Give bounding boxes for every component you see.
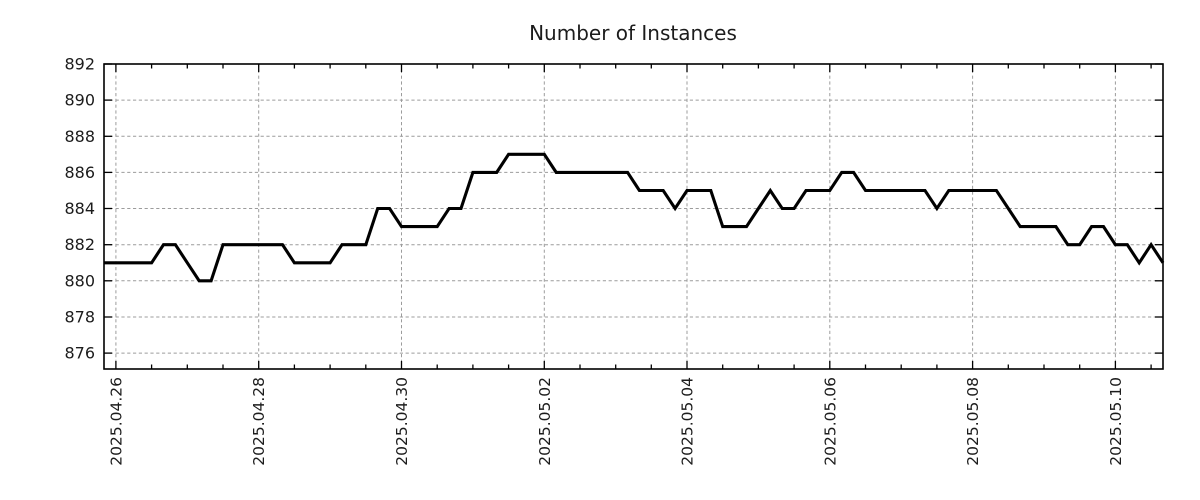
x-tick-label: 2025.04.30 bbox=[393, 377, 411, 466]
y-tick-label: 890 bbox=[64, 91, 95, 110]
y-tick-label: 886 bbox=[64, 163, 95, 182]
y-tick-label: 880 bbox=[64, 271, 95, 290]
x-tick-label: 2025.05.02 bbox=[536, 377, 554, 466]
y-tick-label: 882 bbox=[64, 235, 95, 254]
y-tick-label: 892 bbox=[64, 55, 95, 74]
plot-frame bbox=[103, 63, 1164, 370]
x-tick-label: 2025.04.28 bbox=[250, 377, 268, 466]
x-tick-label: 2025.05.08 bbox=[964, 377, 982, 466]
data-line bbox=[104, 152, 1165, 283]
x-tick-label: 2025.05.06 bbox=[821, 377, 839, 466]
y-tick-label: 876 bbox=[64, 344, 95, 363]
chart-title: Number of Instances bbox=[529, 21, 737, 45]
x-tick-label: 2025.05.04 bbox=[679, 377, 697, 466]
y-tick-label: 888 bbox=[64, 127, 95, 146]
y-tick-label: 878 bbox=[64, 308, 95, 327]
y-tick-label: 884 bbox=[64, 199, 95, 218]
x-tick-label: 2025.05.10 bbox=[1107, 377, 1125, 466]
x-tick-label: 2025.04.26 bbox=[107, 377, 125, 466]
